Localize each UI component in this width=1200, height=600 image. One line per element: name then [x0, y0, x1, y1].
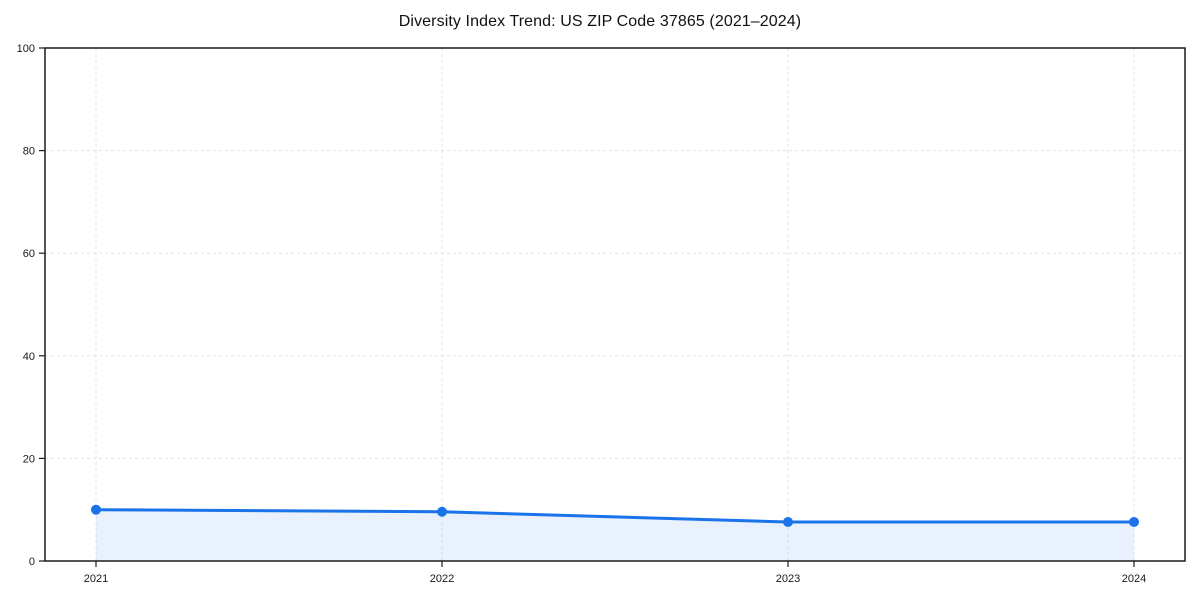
trend-line	[94, 508, 1136, 524]
data-point-2024	[1129, 517, 1139, 528]
y-axis-tick-label: 100	[17, 43, 35, 55]
y-axis-tick-label: 60	[23, 248, 35, 260]
x-axis-tick-label: 2021	[84, 573, 108, 585]
x-axis-tick-label: 2022	[430, 573, 454, 585]
y-axis-tick-label: 20	[23, 453, 35, 465]
x-axis-tick-label: 2023	[776, 573, 800, 585]
plot-border	[44, 47, 1186, 562]
data-point-2022	[437, 506, 447, 517]
chart-title: Diversity Index Trend: US ZIP Code 37865…	[398, 13, 802, 30]
data-point-2021	[91, 504, 101, 515]
y-axis-tick-label: 40	[23, 351, 35, 363]
y-axis-tick-label: 80	[23, 146, 35, 158]
y-axis-tick-label: 0	[29, 556, 35, 568]
data-point-2023	[783, 517, 793, 528]
x-axis-tick-label: 2024	[1122, 573, 1146, 585]
